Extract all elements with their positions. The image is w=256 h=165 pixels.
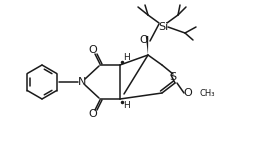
- Text: O: O: [184, 88, 192, 98]
- Text: N: N: [78, 77, 86, 87]
- Text: O: O: [89, 109, 97, 119]
- Text: Si: Si: [158, 22, 168, 32]
- Text: CH₃: CH₃: [200, 88, 216, 98]
- Polygon shape: [146, 36, 148, 55]
- Text: S: S: [169, 72, 177, 82]
- Text: O: O: [140, 35, 148, 45]
- Text: O: O: [89, 45, 97, 55]
- Text: H: H: [123, 53, 129, 63]
- Text: H: H: [123, 101, 129, 111]
